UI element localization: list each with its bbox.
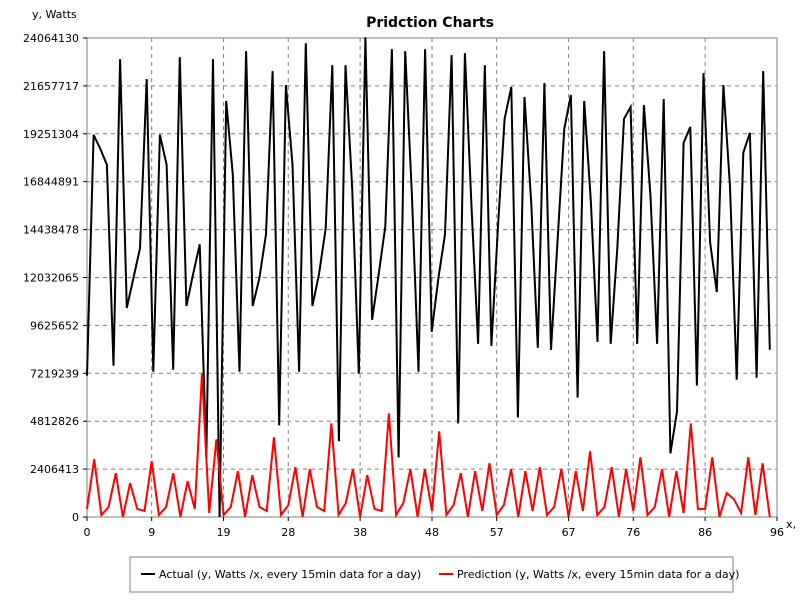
x-axis-title: x, e: [786, 518, 800, 531]
y-tick-label: 4812826: [30, 415, 79, 428]
y-axis-title: y, Watts: [32, 8, 77, 21]
y-tick-label: 24064130: [23, 32, 79, 45]
y-tick-label: 14438478: [23, 224, 79, 237]
y-tick-label: 19251304: [23, 128, 79, 141]
series-lines: [86, 37, 771, 519]
x-tick-label: 86: [698, 526, 712, 539]
legend-box: [129, 556, 734, 593]
y-axis: 0 2406413 4812826 7219239 9625652 12032065 144…: [23, 32, 87, 524]
series-line-prediction: [86, 373, 771, 519]
y-tick-label: 16844891: [23, 176, 79, 189]
y-tick-label: 7219239: [30, 367, 79, 380]
y-tick-label: 0: [72, 511, 79, 524]
chart-title: Pridction Charts: [366, 15, 494, 31]
x-tick-label: 57: [490, 526, 504, 539]
legend: Actual (y, Watts /x, every 15min data fo…: [129, 556, 739, 593]
x-tick-label: 0: [84, 526, 91, 539]
x-tick-label: 96: [770, 526, 784, 539]
x-tick-label: 28: [281, 526, 295, 539]
legend-label-actual: Actual (y, Watts /x, every 15min data fo…: [159, 568, 421, 581]
x-tick-label: 38: [353, 526, 367, 539]
x-tick-label: 67: [562, 526, 576, 539]
x-axis: 0 9 19 28 38 48 57 67 76 86 96: [84, 517, 784, 539]
legend-label-prediction: Prediction (y, Watts /x, every 15min dat…: [457, 568, 739, 581]
y-tick-label: 12032065: [23, 272, 79, 285]
x-tick-label: 76: [626, 526, 640, 539]
series-line-actual: [86, 37, 771, 518]
y-tick-label: 2406413: [30, 463, 79, 476]
x-tick-label: 9: [148, 526, 155, 539]
x-tick-label: 48: [425, 526, 439, 539]
x-tick-label: 19: [217, 526, 231, 539]
y-tick-label: 9625652: [30, 319, 79, 332]
y-tick-label: 21657717: [23, 80, 79, 93]
